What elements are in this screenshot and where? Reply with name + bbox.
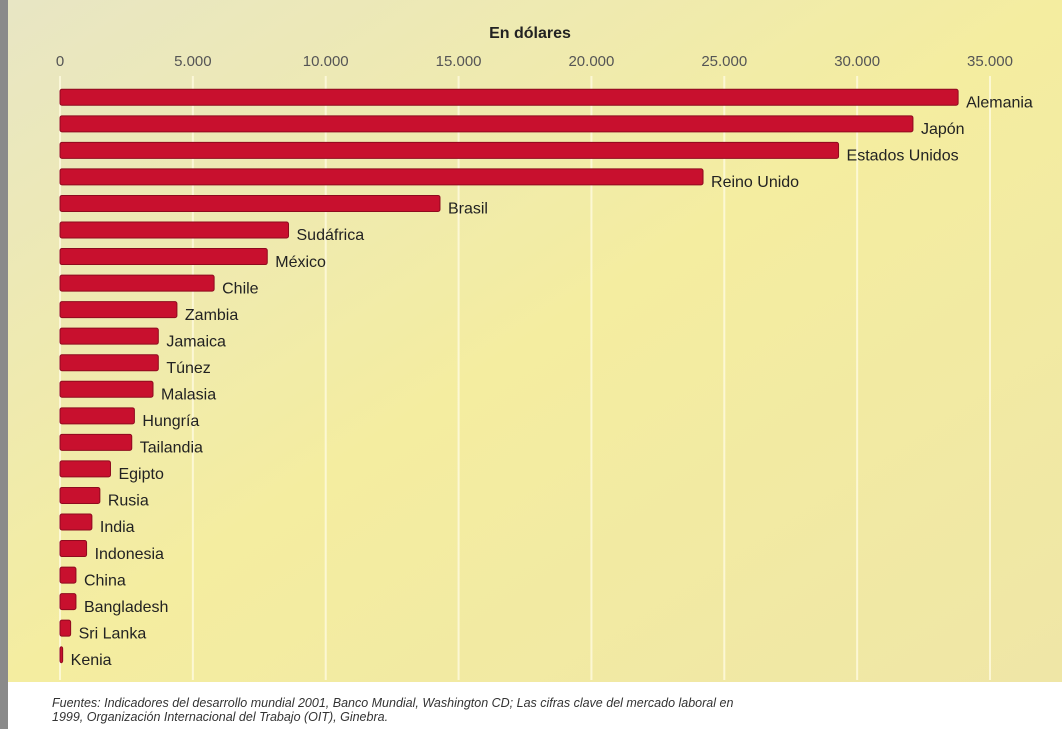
source-line: 1999, Organización Internacional del Tra… bbox=[52, 710, 388, 724]
bar bbox=[59, 486, 101, 504]
x-tick-label: 20.000 bbox=[568, 53, 614, 70]
category-label: Indonesia bbox=[95, 546, 164, 563]
x-tick-label: 35.000 bbox=[967, 53, 1013, 70]
category-label: Brasil bbox=[448, 201, 488, 218]
source-line: Fuentes: Indicadores del desarrollo mund… bbox=[52, 696, 733, 710]
x-tick-label: 0 bbox=[56, 53, 64, 70]
bar bbox=[59, 141, 840, 159]
category-label: Egipto bbox=[118, 466, 163, 483]
x-tick-label: 25.000 bbox=[701, 53, 747, 70]
bar bbox=[59, 566, 77, 584]
bar bbox=[59, 194, 441, 212]
category-label: Sudáfrica bbox=[297, 227, 365, 244]
chart-title: En dólares bbox=[489, 25, 571, 42]
category-label: Alemania bbox=[966, 94, 1033, 111]
category-label: Japón bbox=[921, 121, 965, 138]
page-edge bbox=[0, 0, 8, 729]
bar bbox=[59, 540, 88, 558]
category-label: Hungría bbox=[142, 413, 199, 430]
category-label: Malasia bbox=[161, 386, 216, 403]
bar bbox=[59, 513, 93, 531]
bar bbox=[59, 221, 290, 239]
bar bbox=[59, 88, 959, 106]
x-tick-label: 15.000 bbox=[436, 53, 482, 70]
category-label: Bangladesh bbox=[84, 599, 169, 616]
x-tick-label: 30.000 bbox=[834, 53, 880, 70]
category-label: Sri Lanka bbox=[79, 625, 147, 642]
category-label: Reino Unido bbox=[711, 174, 799, 191]
category-label: Tailandia bbox=[140, 440, 203, 457]
bar bbox=[59, 354, 159, 372]
category-label: Chile bbox=[222, 280, 259, 297]
bar bbox=[59, 460, 111, 478]
bar bbox=[59, 301, 178, 319]
bar bbox=[59, 327, 159, 345]
panel bbox=[8, 0, 1062, 682]
x-tick-label: 10.000 bbox=[303, 53, 349, 70]
bar bbox=[59, 593, 77, 611]
bar bbox=[59, 619, 72, 637]
category-label: Rusia bbox=[108, 493, 149, 510]
source-note: Fuentes: Indicadores del desarrollo mund… bbox=[52, 696, 733, 724]
bar bbox=[59, 433, 133, 451]
bar bbox=[59, 274, 215, 292]
category-label: Jamaica bbox=[166, 333, 226, 350]
category-label: Zambia bbox=[185, 307, 238, 324]
category-label: Túnez bbox=[166, 360, 210, 377]
category-label: China bbox=[84, 572, 126, 589]
category-label: India bbox=[100, 519, 135, 536]
category-label: Estados Unidos bbox=[847, 148, 959, 165]
bar bbox=[59, 168, 704, 186]
x-tick-label: 5.000 bbox=[174, 53, 212, 70]
category-label: México bbox=[275, 254, 326, 271]
bar bbox=[59, 646, 64, 664]
bar bbox=[59, 407, 135, 425]
bar bbox=[59, 115, 914, 133]
category-label: Kenia bbox=[71, 652, 112, 669]
bar bbox=[59, 380, 154, 398]
bar bbox=[59, 248, 268, 266]
